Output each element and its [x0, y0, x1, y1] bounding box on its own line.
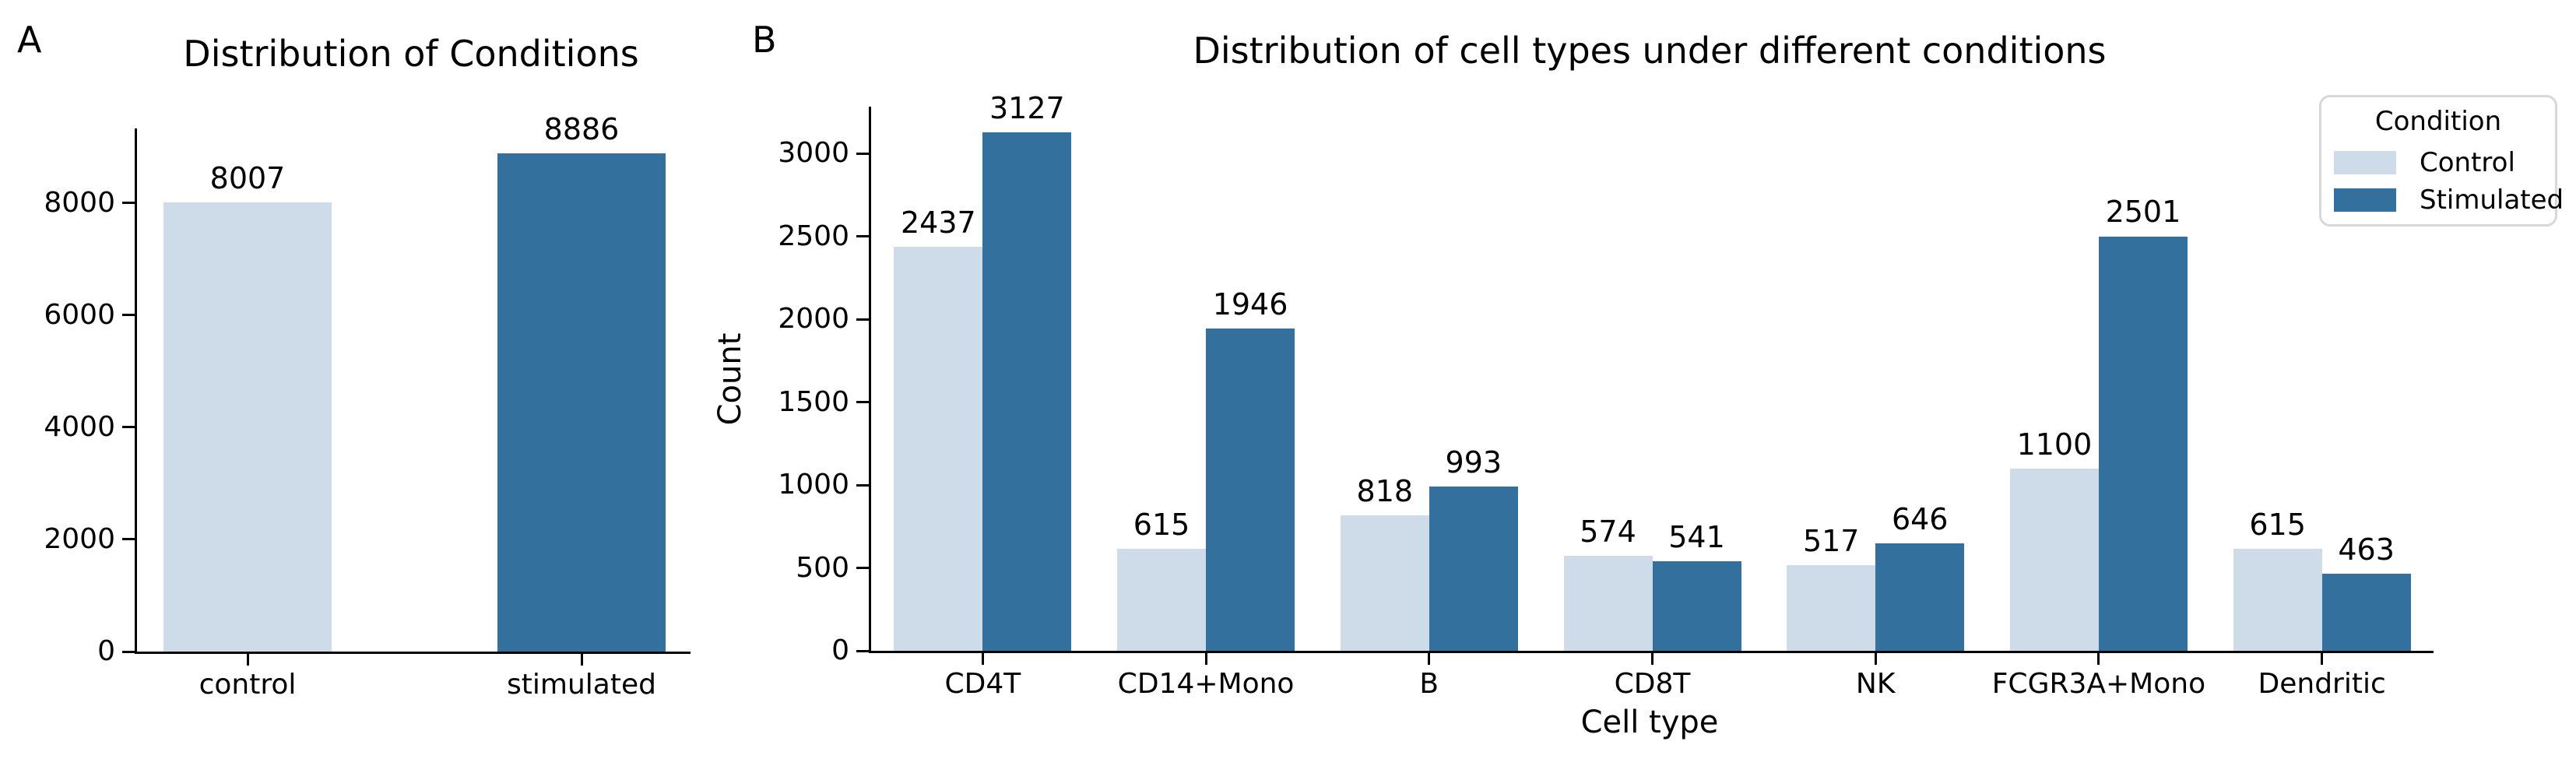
x-category-label: CD4T: [944, 668, 1021, 700]
stimulated-color-swatch: [2334, 188, 2396, 212]
bar-value-label: 615: [2249, 508, 2306, 543]
legend: Condition Control Stimulated: [2319, 95, 2564, 227]
x-tick-mark: [2097, 653, 2100, 665]
y-tick-mark: [856, 152, 869, 155]
bar-Stimulated-CD14+Mono: [1206, 328, 1295, 651]
bar-value-label: 541: [1668, 519, 1725, 554]
x-tick-mark: [1428, 653, 1431, 665]
y-tick-mark: [122, 538, 135, 541]
y-tick-label: 2500: [778, 220, 849, 252]
x-tick-mark: [1204, 653, 1207, 665]
y-tick-label: 0: [831, 634, 849, 666]
panel-b-letter: B: [752, 19, 777, 61]
x-tick-mark: [246, 654, 249, 666]
bar-value-label: 2501: [2105, 195, 2181, 230]
x-category-label: Dendritic: [2258, 668, 2386, 700]
legend-label-control: Control: [2420, 146, 2515, 178]
legend-label-stimulated: Stimulated: [2420, 184, 2564, 216]
bar-Stimulated-CD4T: [982, 132, 1072, 651]
bar-value-label: 3127: [989, 91, 1065, 126]
y-tick-label: 6000: [44, 298, 115, 331]
legend-row-stimulated: Stimulated: [2321, 187, 2564, 213]
y-tick-mark: [856, 401, 869, 404]
bar-stimulated: [497, 153, 666, 652]
bar-value-label: 517: [1802, 523, 1860, 558]
y-tick-label: 2000: [778, 303, 849, 336]
bar-Control-B: [1340, 515, 1429, 651]
panel-a-axes: 0 2000 4000 6000 8000 8007 control 8886 stimulat…: [44, 114, 691, 699]
y-tick-mark: [856, 235, 869, 238]
x-category-label: control: [199, 669, 297, 701]
bar-value-label: 463: [2338, 532, 2395, 567]
bar-value-label: 8007: [209, 161, 286, 196]
bar-control: [163, 202, 332, 652]
y-tick-label: 1500: [778, 385, 849, 418]
bar-value-label: 2437: [900, 206, 976, 241]
bar-Stimulated-FCGR3A+Mono: [2098, 236, 2188, 651]
bar-Control-FCGR3A+Mono: [2009, 468, 2099, 651]
y-tick-label: 1000: [778, 469, 849, 501]
y-tick-mark: [856, 318, 869, 321]
bar-value-label: 1100: [2016, 427, 2093, 462]
y-tick-label: 500: [796, 551, 849, 584]
x-category-label: CD8T: [1614, 668, 1691, 700]
y-tick-mark: [122, 314, 135, 317]
x-tick-mark: [981, 653, 984, 665]
x-category-label: B: [1419, 668, 1439, 700]
bar-Stimulated-B: [1429, 486, 1518, 651]
y-tick-mark: [122, 202, 135, 205]
bar-value-label: 993: [1445, 444, 1502, 480]
y-tick-mark: [122, 650, 135, 653]
y-tick-mark: [122, 426, 135, 429]
x-tick-mark: [1874, 653, 1877, 665]
bar-value-label: 818: [1356, 473, 1414, 508]
bar-Stimulated-CD8T: [1652, 560, 1741, 651]
y-tick-mark: [856, 483, 869, 487]
y-tick-label: 8000: [44, 186, 115, 219]
bar-Stimulated-Dendritic: [2321, 574, 2411, 651]
bar-Control-CD14+Mono: [1117, 549, 1207, 651]
panel-b-axes: 0 500 1000 1500 2000 2500 3000 2437 3127 CD4T 615 1…: [778, 93, 2434, 698]
y-tick-label: 4000: [44, 410, 115, 443]
control-color-swatch: [2334, 150, 2396, 174]
bar-value-label: 8886: [543, 112, 620, 147]
bar-Control-CD4T: [894, 247, 983, 651]
bar-value-label: 615: [1133, 508, 1190, 543]
y-tick-mark: [856, 649, 869, 652]
y-tick-label: 3000: [778, 137, 849, 170]
x-tick-mark: [580, 654, 583, 666]
x-category-label: NK: [1855, 668, 1896, 700]
bar-value-label: 1946: [1212, 286, 1288, 322]
legend-row-control: Control: [2321, 149, 2555, 176]
bar-Control-Dendritic: [2233, 549, 2322, 651]
panel-a-title: Distribution of Conditions: [183, 33, 639, 75]
bar-Control-NK: [1787, 564, 1876, 651]
panel-b-x-axis-label: Cell type: [1580, 705, 1719, 740]
x-tick-mark: [2321, 653, 2324, 665]
y-tick-label: 2000: [44, 522, 115, 555]
x-category-label: FCGR3A+Mono: [1991, 668, 2206, 700]
x-category-label: CD14+Mono: [1117, 668, 1295, 700]
y-tick-label: 0: [97, 635, 115, 667]
x-tick-mark: [1651, 653, 1653, 665]
bar-value-label: 574: [1580, 514, 1636, 549]
bar-Stimulated-NK: [1875, 543, 1965, 651]
bar-Control-CD8T: [1563, 555, 1653, 651]
panel-b-title: Distribution of cell types under differe…: [1193, 30, 2107, 72]
panel-a-letter: A: [17, 19, 42, 61]
bar-value-label: 646: [1891, 502, 1949, 537]
y-tick-mark: [856, 567, 869, 570]
legend-title: Condition: [2374, 106, 2502, 137]
x-category-label: stimulated: [507, 669, 656, 701]
